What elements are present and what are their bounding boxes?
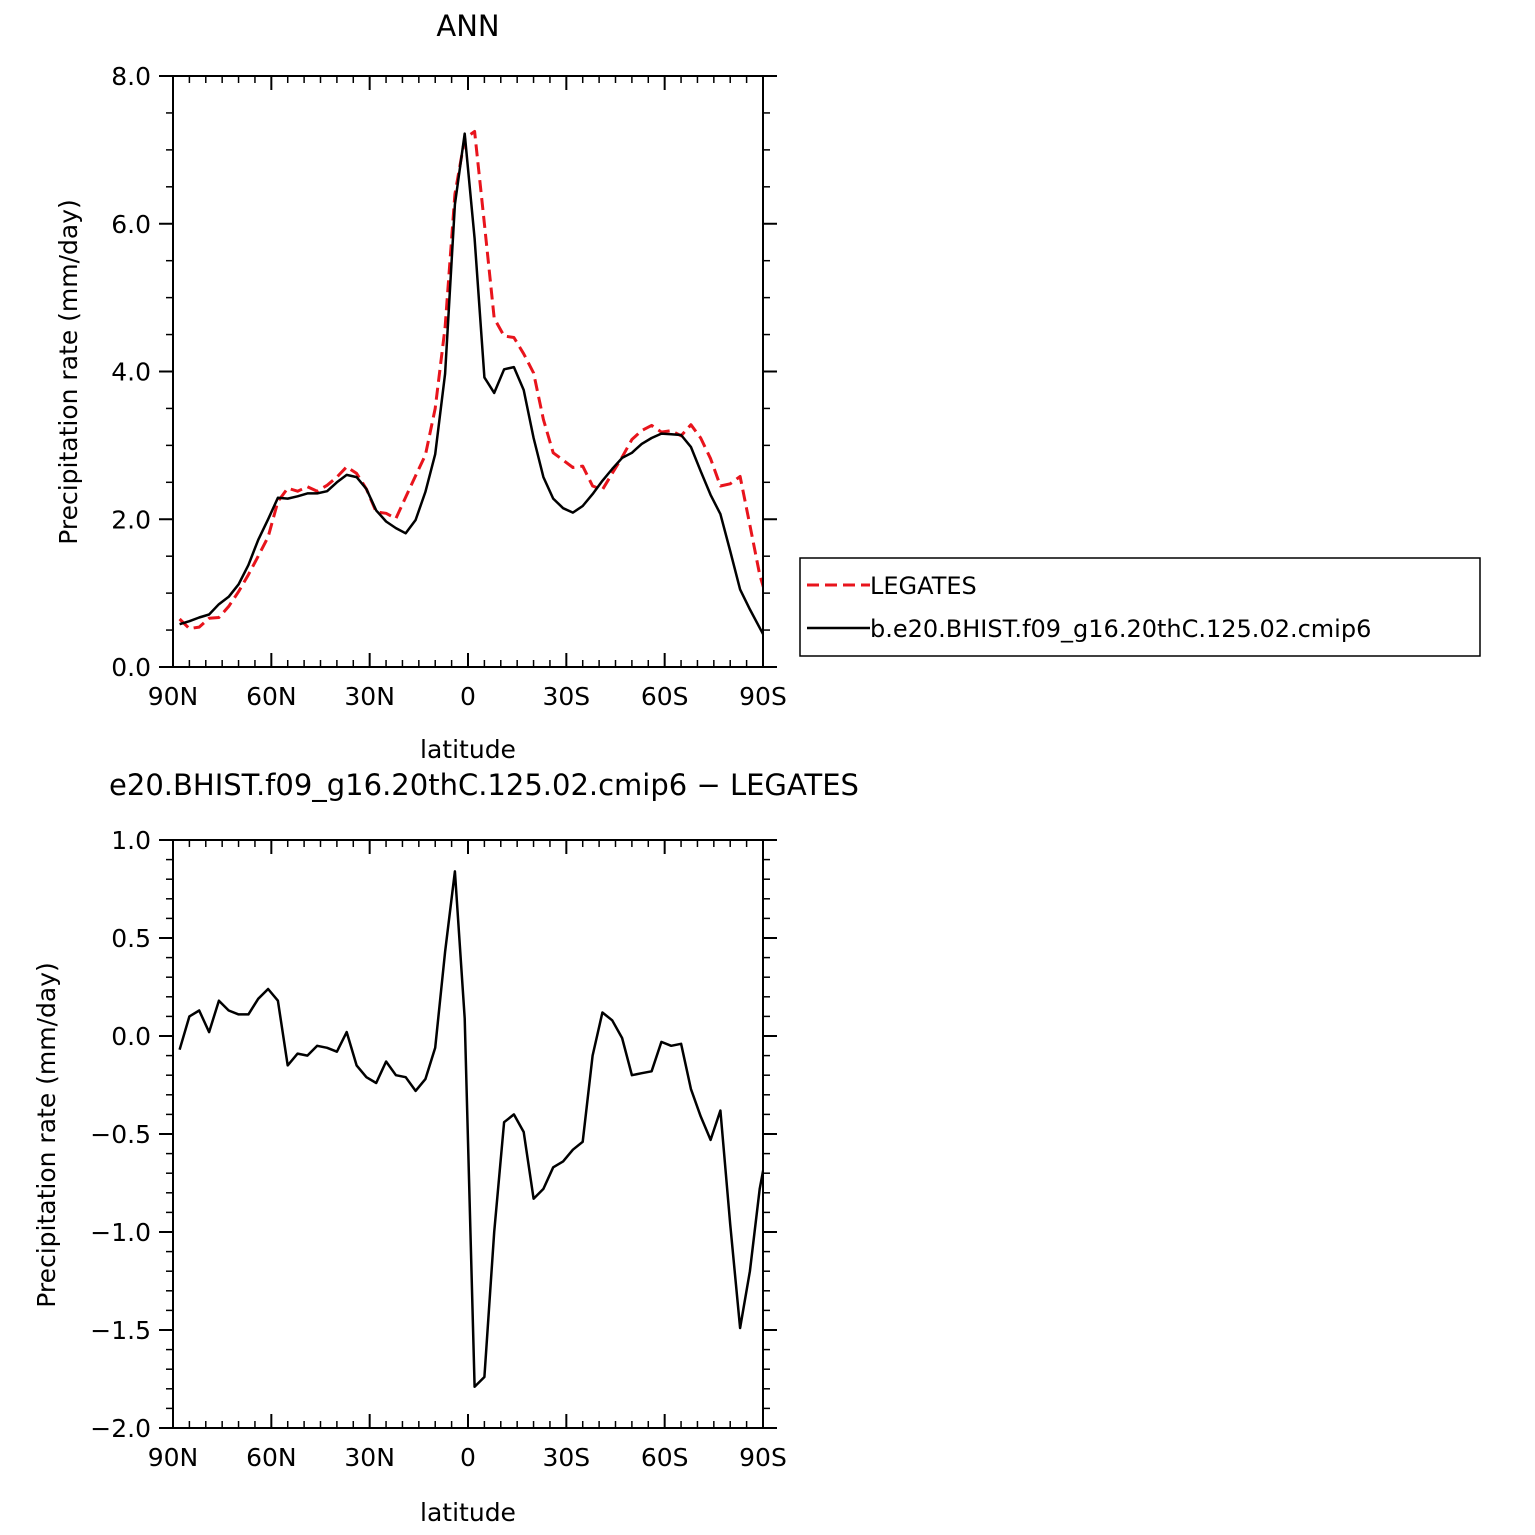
bottom-x-tick-label: 0	[460, 1443, 476, 1472]
bottom-x-tick-label: 30S	[542, 1443, 590, 1472]
bottom-panel: e20.BHIST.f09_g16.20thC.125.02.cmip6 − L…	[32, 768, 859, 1527]
bottom-x-tick-label: 90N	[148, 1443, 199, 1472]
bottom-series-line-model	[178, 870, 763, 1389]
bottom-y-tick-label: 1.0	[111, 826, 151, 855]
top-x-tick-label: 30S	[542, 682, 590, 711]
top-x-tick-label: 0	[460, 682, 476, 711]
bottom-y-tick-label: −1.5	[90, 1316, 151, 1345]
top-y-tick-label: 0.0	[111, 653, 151, 682]
top-x-tick-label: 60N	[246, 682, 297, 711]
top-x-axis-label: latitude	[420, 735, 516, 764]
bottom-plot-lines	[178, 870, 763, 1389]
bottom-y-tick-label: 0.0	[111, 1022, 151, 1051]
bottom-x-tick-label: 30N	[344, 1443, 395, 1472]
top-y-tick-label: 8.0	[111, 62, 151, 91]
top-x-tick-label: 90S	[739, 682, 787, 711]
bottom-y-tick-label: 0.5	[111, 924, 151, 953]
legend: LEGATES b.e20.BHIST.f09_g16.20thC.125.02…	[799, 557, 1481, 657]
bottom-y-axis-label: Precipitation rate (mm/day)	[32, 962, 61, 1308]
bottom-x-tick-label: 60S	[641, 1443, 689, 1472]
top-y-axis-label: Precipitation rate (mm/day)	[54, 199, 83, 545]
bottom-panel-title: e20.BHIST.f09_g16.20thC.125.02.cmip6 − L…	[109, 768, 859, 802]
bottom-x-tick-label: 90S	[739, 1443, 787, 1472]
bottom-ticks: 90N 60N 30N 0 30S 60S 90S −2.0 −1.5 −1.0 −0.5 0.0 0.…	[90, 826, 787, 1472]
top-x-tick-label: 30N	[344, 682, 395, 711]
top-plot-lines	[178, 129, 763, 637]
top-ticks: 90N 60N 30N 0 30S 60S 90S 0.0 2.0 4.0 6.0 8.0	[111, 62, 787, 711]
top-series-line-model	[179, 132, 763, 637]
top-panel-title: ANN	[436, 9, 499, 43]
top-x-tick-label: 60S	[641, 682, 689, 711]
top-x-tick-label: 90N	[148, 682, 199, 711]
legend-box	[799, 557, 1481, 657]
top-series-line-legates	[178, 129, 763, 631]
bottom-y-tick-label: −1.0	[90, 1218, 151, 1247]
top-y-tick-label: 2.0	[111, 505, 151, 534]
bottom-y-tick-label: −0.5	[90, 1120, 151, 1149]
legend-label-legates: LEGATES	[870, 572, 977, 600]
bottom-y-tick-label: −2.0	[90, 1414, 151, 1443]
bottom-x-tick-label: 60N	[246, 1443, 297, 1472]
bottom-x-axis-label: latitude	[420, 1498, 516, 1527]
top-y-tick-label: 6.0	[111, 210, 151, 239]
top-panel: ANN 90N 60N 30N 0 30S 60S 90S 0.0 2.0 4.0 6.0 8.0 l…	[54, 9, 787, 764]
top-y-tick-label: 4.0	[111, 358, 151, 387]
legend-label-model: b.e20.BHIST.f09_g16.20thC.125.02.cmip6	[870, 615, 1371, 643]
